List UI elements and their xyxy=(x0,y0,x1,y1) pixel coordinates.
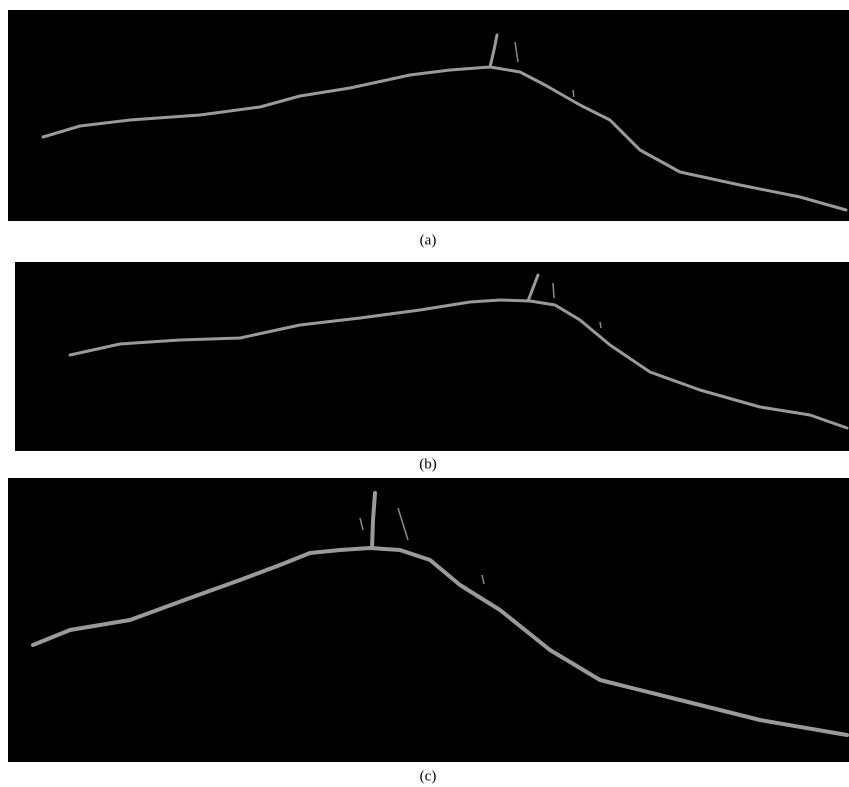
caption: (a) xyxy=(420,232,437,248)
figure: (a) (b) (c) xyxy=(0,0,849,787)
crack-fragment xyxy=(553,283,554,298)
crack-fragment xyxy=(600,322,601,328)
caption: (b) xyxy=(419,456,437,472)
panel-a xyxy=(8,10,849,221)
caption: (c) xyxy=(420,768,437,784)
panel-b xyxy=(15,262,849,451)
crack-fragment xyxy=(573,90,574,97)
